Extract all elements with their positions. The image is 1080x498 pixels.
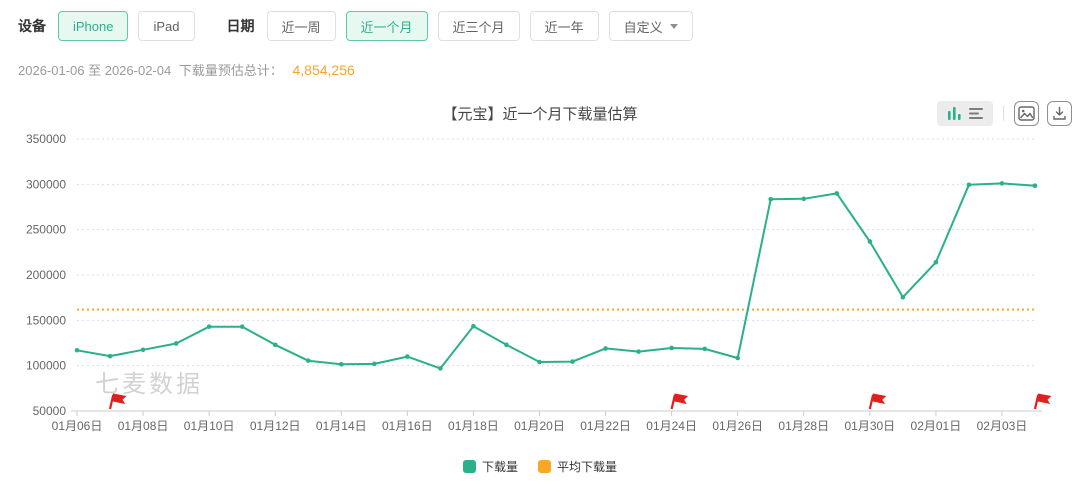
chart-title: 【元宝】近一个月下载量估算 bbox=[442, 106, 638, 123]
device-label: 设备 bbox=[18, 18, 46, 34]
data-point bbox=[801, 196, 807, 202]
y-axis-label: 100000 bbox=[26, 359, 66, 373]
data-point bbox=[239, 324, 245, 329]
download-trend-chart: 50000 100000 150000 200000 250000 300000 35000… bbox=[26, 132, 1052, 433]
y-axis-label: 300000 bbox=[26, 177, 66, 191]
date-option-month[interactable]: 近一个月 bbox=[345, 11, 428, 41]
device-option-iphone[interactable]: iPhone bbox=[58, 11, 129, 41]
x-axis-label: 01月16日 bbox=[382, 419, 433, 433]
data-point bbox=[834, 191, 840, 196]
x-axis-label: 01月20日 bbox=[514, 419, 565, 433]
y-axis-label: 250000 bbox=[26, 223, 66, 237]
x-axis-label: 01月06日 bbox=[52, 419, 103, 433]
data-point bbox=[702, 346, 707, 352]
device-option-ipad[interactable]: iPad bbox=[138, 11, 195, 41]
data-point bbox=[173, 341, 179, 346]
flag-icon bbox=[108, 393, 127, 410]
data-point bbox=[735, 355, 740, 361]
data-point bbox=[1032, 183, 1038, 188]
x-axis-label: 01月10日 bbox=[184, 419, 235, 433]
data-point bbox=[74, 347, 80, 353]
x-axis-label: 01月12日 bbox=[250, 419, 301, 433]
x-axis-label: 01月08日 bbox=[118, 419, 169, 433]
data-point bbox=[438, 366, 443, 371]
x-axis-label: 01月18日 bbox=[448, 419, 499, 433]
data-point bbox=[603, 346, 608, 351]
x-axis-label: 02月03日 bbox=[977, 419, 1028, 433]
date-option-3months[interactable]: 近三个月 bbox=[437, 11, 520, 41]
x-axis-label: 01月14日 bbox=[316, 419, 367, 433]
summary-date-range: 2026-01-06 至 2026-02-04 bbox=[18, 63, 172, 78]
date-option-week[interactable]: 近一周 bbox=[266, 11, 336, 41]
x-axis-label: 02月01日 bbox=[911, 419, 962, 433]
chart-toolbar bbox=[937, 101, 1072, 126]
image-icon bbox=[1018, 106, 1035, 121]
qimai-watermark: 七麦数据 bbox=[95, 371, 203, 398]
list-icon bbox=[968, 108, 983, 119]
y-axis-label: 150000 bbox=[26, 313, 66, 327]
legend-item-downloads[interactable]: 下载量 bbox=[462, 458, 518, 475]
data-point bbox=[768, 196, 774, 202]
data-point bbox=[933, 260, 939, 265]
data-point bbox=[471, 323, 476, 329]
data-point bbox=[636, 349, 641, 354]
data-point bbox=[372, 361, 377, 367]
data-point bbox=[338, 362, 344, 367]
date-label: 日期 bbox=[226, 18, 255, 34]
average-swatch bbox=[538, 460, 551, 473]
x-axis-label: 01月24日 bbox=[646, 419, 697, 433]
data-point bbox=[305, 358, 311, 363]
data-point bbox=[669, 345, 674, 351]
flag-icon bbox=[868, 393, 887, 410]
downloads-line bbox=[76, 182, 1036, 370]
flag-icon bbox=[670, 393, 689, 410]
download-icon bbox=[1053, 106, 1066, 120]
data-point bbox=[537, 359, 542, 365]
export-image-button[interactable] bbox=[1014, 101, 1039, 126]
x-axis-label: 01月26日 bbox=[712, 419, 763, 433]
date-option-year[interactable]: 近一年 bbox=[529, 11, 599, 41]
bar-chart-icon bbox=[947, 107, 961, 120]
data-point bbox=[570, 359, 575, 364]
summary-total-value: 4,854,256 bbox=[292, 62, 355, 78]
date-option-custom[interactable]: 自定义 bbox=[608, 11, 693, 41]
data-point bbox=[867, 239, 873, 244]
x-axis-label: 01月22日 bbox=[580, 419, 631, 433]
data-point bbox=[504, 342, 509, 348]
downloads-swatch bbox=[462, 460, 476, 473]
data-point bbox=[999, 181, 1005, 186]
data-point bbox=[140, 347, 146, 353]
date-option-custom-label: 自定义 bbox=[623, 19, 663, 35]
summary-total-label: 下载量预估总计： bbox=[178, 63, 283, 78]
data-point bbox=[966, 182, 972, 188]
y-axis-label: 350000 bbox=[26, 132, 66, 146]
filter-bar: 设备 iPhone iPad 日期 近一周 近一个月 近三个月 近一年 自定义 bbox=[18, 10, 703, 42]
data-point bbox=[272, 342, 278, 348]
x-axis-label: 01月28日 bbox=[778, 419, 829, 433]
legend-item-average[interactable]: 平均下载量 bbox=[538, 458, 617, 475]
chart-legend: 下载量 平均下载量 bbox=[0, 458, 1080, 475]
average-legend-label: 平均下载量 bbox=[557, 460, 618, 474]
toolbar-divider bbox=[1003, 106, 1004, 121]
data-point bbox=[405, 354, 410, 359]
data-point bbox=[900, 294, 906, 300]
y-axis-label: 50000 bbox=[33, 404, 67, 418]
y-axis-label: 200000 bbox=[26, 268, 66, 282]
summary-row: 2026-01-06 至 2026-02-04 下载量预估总计： 4,854,2… bbox=[18, 60, 355, 79]
flag-icon bbox=[1033, 393, 1052, 410]
data-point bbox=[206, 324, 212, 329]
x-axis-label: 01月30日 bbox=[844, 419, 895, 433]
data-point bbox=[107, 353, 113, 359]
chart-type-toggle[interactable] bbox=[937, 101, 993, 126]
download-button[interactable] bbox=[1047, 101, 1072, 126]
downloads-legend-label: 下载量 bbox=[481, 460, 518, 474]
caret-down-icon bbox=[669, 23, 678, 29]
